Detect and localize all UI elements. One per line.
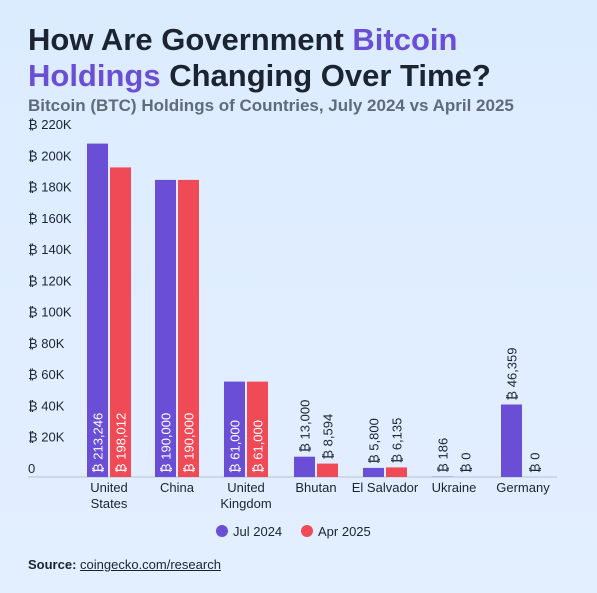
x-tick-label: United [227,480,265,495]
y-tick-label: ₿ 160K [28,211,72,226]
data-label: ₿ 186 [436,438,451,473]
bar-apr-2025 [110,167,131,477]
x-tick-label: Kingdom [220,496,271,511]
y-tick-label: ₿ 140K [28,242,72,257]
x-tick-label: El Salvador [352,480,419,495]
x-tick-label: Bhutan [295,480,336,495]
x-tick-label: China [160,480,195,495]
x-tick-label: Germany [496,480,550,495]
bar-apr-2025 [178,179,199,477]
y-tick-label: ₿ 180K [28,180,72,195]
x-tick-label: United [90,480,128,495]
title-part-2: Changing Over Time? [160,58,491,93]
y-tick-label: ₿ 20K [28,430,65,445]
y-tick-label: ₿ 200K [28,148,72,163]
data-label: ₿ 13,000 [298,400,313,453]
chart-title: How Are Government Bitcoin Holdings Chang… [28,22,588,94]
bar-jul-2024 [155,179,176,477]
title-highlight-1: Bitcoin [352,22,458,57]
title-part-1: How Are Government [28,22,353,57]
data-label: ₿ 46,359 [505,348,520,401]
data-label: ₿ 190,000 [182,413,197,473]
y-tick-label: ₿ 80K [28,336,65,351]
legend-marker [301,525,313,537]
data-label: ₿ 213,246 [91,413,106,473]
title-highlight-2: Holdings [28,58,161,93]
legend-marker [216,525,228,537]
data-label: ₿ 8,594 [321,414,336,460]
source-label: Source: [28,557,77,572]
legend-label: Jul 2024 [233,524,282,539]
data-label: ₿ 61,000 [228,420,243,473]
bar-apr-2025 [386,467,407,477]
bar-jul-2024 [87,143,108,477]
y-tick-label: ₿ 60K [28,367,65,382]
data-label: ₿ 5,800 [367,418,382,464]
y-tick-label: 0 [28,461,35,476]
data-label: ₿ 6,135 [390,418,405,464]
legend-label: Apr 2025 [318,524,371,539]
bar-jul-2024 [501,404,522,477]
chart-subtitle: Bitcoin (BTC) Holdings of Countries, Jul… [28,96,514,115]
bar-jul-2024 [294,456,315,477]
x-tick-label: Ukraine [432,480,477,495]
bar-apr-2025 [317,463,338,477]
y-tick-label: ₿ 220K [28,117,72,132]
source-link[interactable]: coingecko.com/research [80,557,221,572]
y-tick-label: ₿ 100K [28,305,72,320]
data-label: ₿ 190,000 [159,413,174,473]
data-label: ₿ 61,000 [251,420,266,473]
data-label: ₿ 0 [459,453,474,473]
x-tick-label: States [91,496,128,511]
data-label: ₿ 198,012 [114,413,129,473]
data-label: ₿ 0 [528,453,543,473]
bar-jul-2024 [363,467,384,477]
source-note: Source: coingecko.com/research [28,557,221,572]
bar-jul-2024 [224,381,245,477]
bar-apr-2025 [247,381,268,477]
y-tick-label: ₿ 40K [28,399,65,414]
y-tick-label: ₿ 120K [28,273,72,288]
